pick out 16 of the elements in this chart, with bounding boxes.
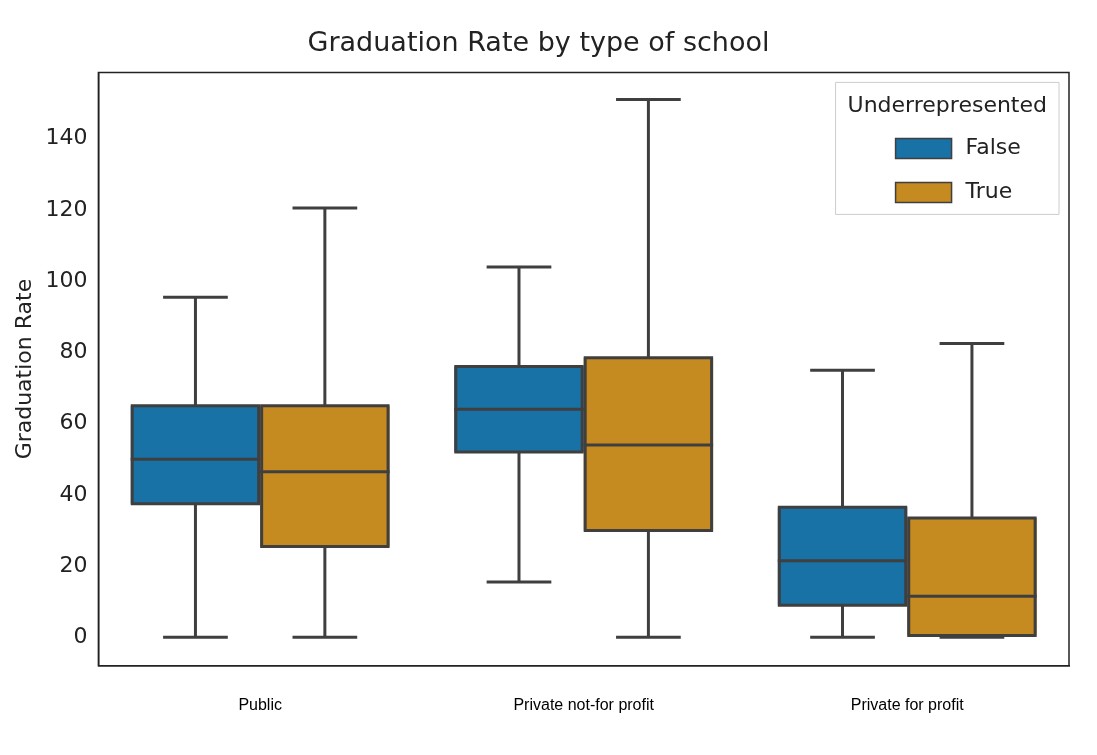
y-tick-label: 20 (59, 551, 88, 577)
legend-label: True (964, 178, 1013, 204)
x-tick-label: Private for profit (850, 695, 965, 713)
x-tick-label: Private not-for profit (513, 695, 655, 713)
y-tick-label: 60 (59, 409, 88, 435)
y-axis-title: Graduation Rate (10, 278, 36, 460)
chart-title: Graduation Rate by type of school (307, 26, 770, 58)
y-tick-label: 80 (59, 338, 88, 364)
y-tick-label: 0 (73, 623, 88, 649)
legend-label: False (965, 134, 1021, 160)
x-tick-label: Public (238, 695, 282, 713)
y-tick-label: 100 (45, 266, 88, 292)
y-tick-label: 40 (59, 480, 88, 506)
legend-title: Underrepresented (847, 92, 1047, 118)
y-tick-label: 120 (45, 195, 88, 221)
y-tick-label: 140 (45, 124, 88, 150)
